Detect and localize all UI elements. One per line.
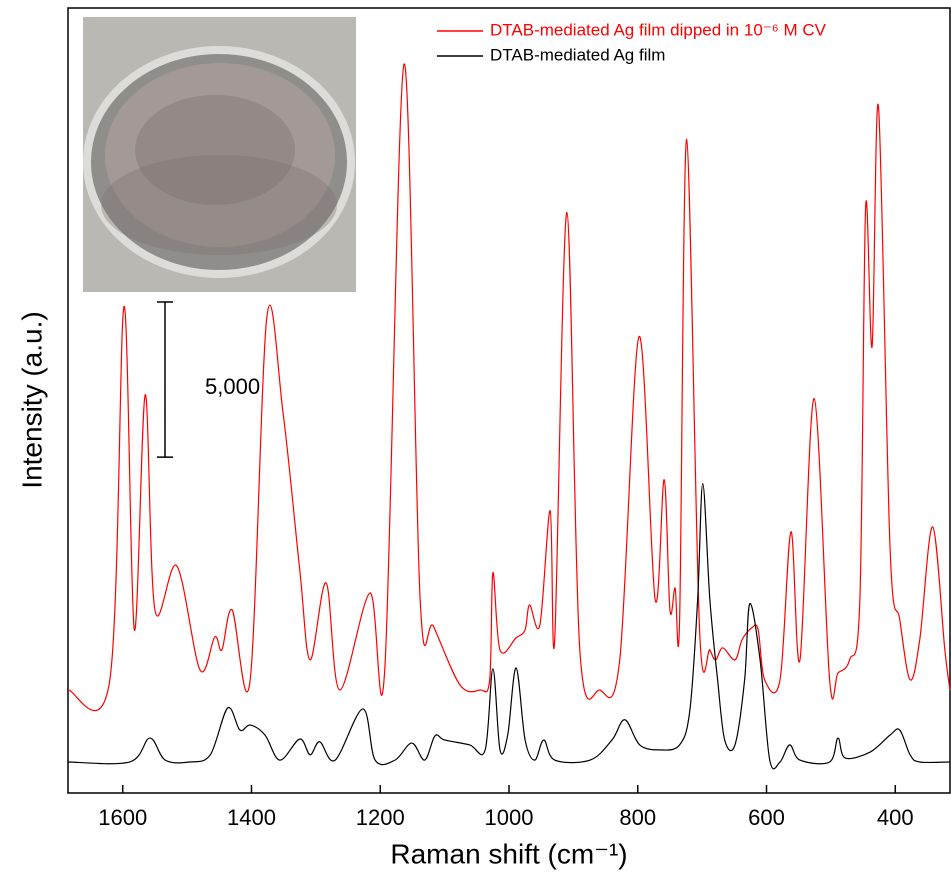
spectrum-line [67,63,951,712]
legend-label: DTAB-mediated Ag film dipped in 10⁻⁶ M C… [490,20,827,39]
x-axis-title: Raman shift (cm⁻¹) [390,838,627,869]
scale-bar-label: 5,000 [205,374,260,399]
x-tick-label: 1000 [485,805,534,830]
x-tick-label: 400 [877,805,914,830]
legend-label: DTAB-mediated Ag film [490,45,665,64]
x-tick-label: 1400 [227,805,276,830]
spectrum-line [67,483,951,770]
x-tick-label: 1200 [356,805,405,830]
x-tick-label: 1600 [98,805,147,830]
x-tick-label: 800 [619,805,656,830]
x-tick-label: 600 [748,805,785,830]
inset-photo [83,17,356,292]
y-axis-title: Intensity (a.u.) [16,311,47,488]
